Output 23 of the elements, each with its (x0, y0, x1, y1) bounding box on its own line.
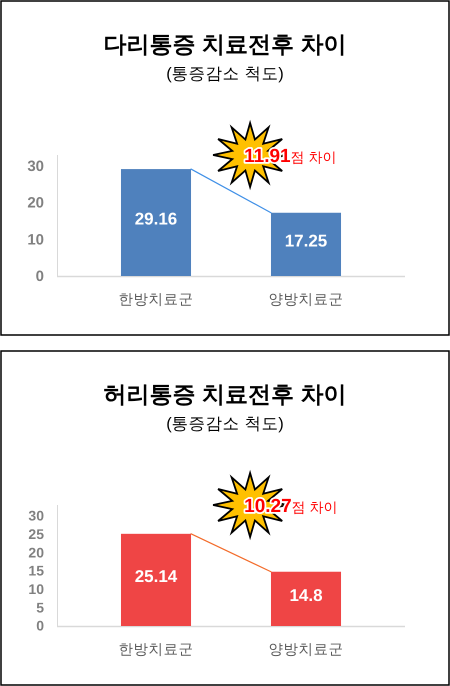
x-tick-label: 한방치료군 (118, 642, 194, 658)
y-tick-label: 10 (28, 581, 44, 597)
y-tick-label: 30 (28, 508, 44, 524)
y-tick-label: 10 (27, 231, 44, 248)
subtitle: (통증감소 척도) (166, 415, 284, 433)
title: 허리통증 치료전후 차이 (104, 381, 346, 407)
data-label: 25.14 (134, 566, 178, 586)
subtitle: (통증감소 척도) (166, 65, 284, 83)
y-tick-label: 0 (36, 618, 44, 634)
y-tick-label: 20 (27, 194, 44, 212)
data-label: 14.8 (289, 586, 323, 605)
y-tick-label: 0 (36, 268, 44, 285)
y-tick-label: 30 (27, 158, 44, 175)
data-label: 17.25 (284, 231, 328, 250)
title: 다리통증 치료전후 차이 (104, 31, 346, 57)
y-tick-label: 15 (28, 562, 44, 579)
x-tick-label: 양방치료군 (268, 292, 344, 308)
x-tick-label: 한방치료군 (118, 292, 194, 308)
y-tick-label: 25 (28, 526, 44, 542)
data-label: 29.16 (134, 210, 178, 229)
y-tick-label: 20 (28, 544, 44, 560)
x-tick-label: 양방치료군 (268, 642, 344, 658)
y-tick-label: 5 (36, 599, 44, 616)
